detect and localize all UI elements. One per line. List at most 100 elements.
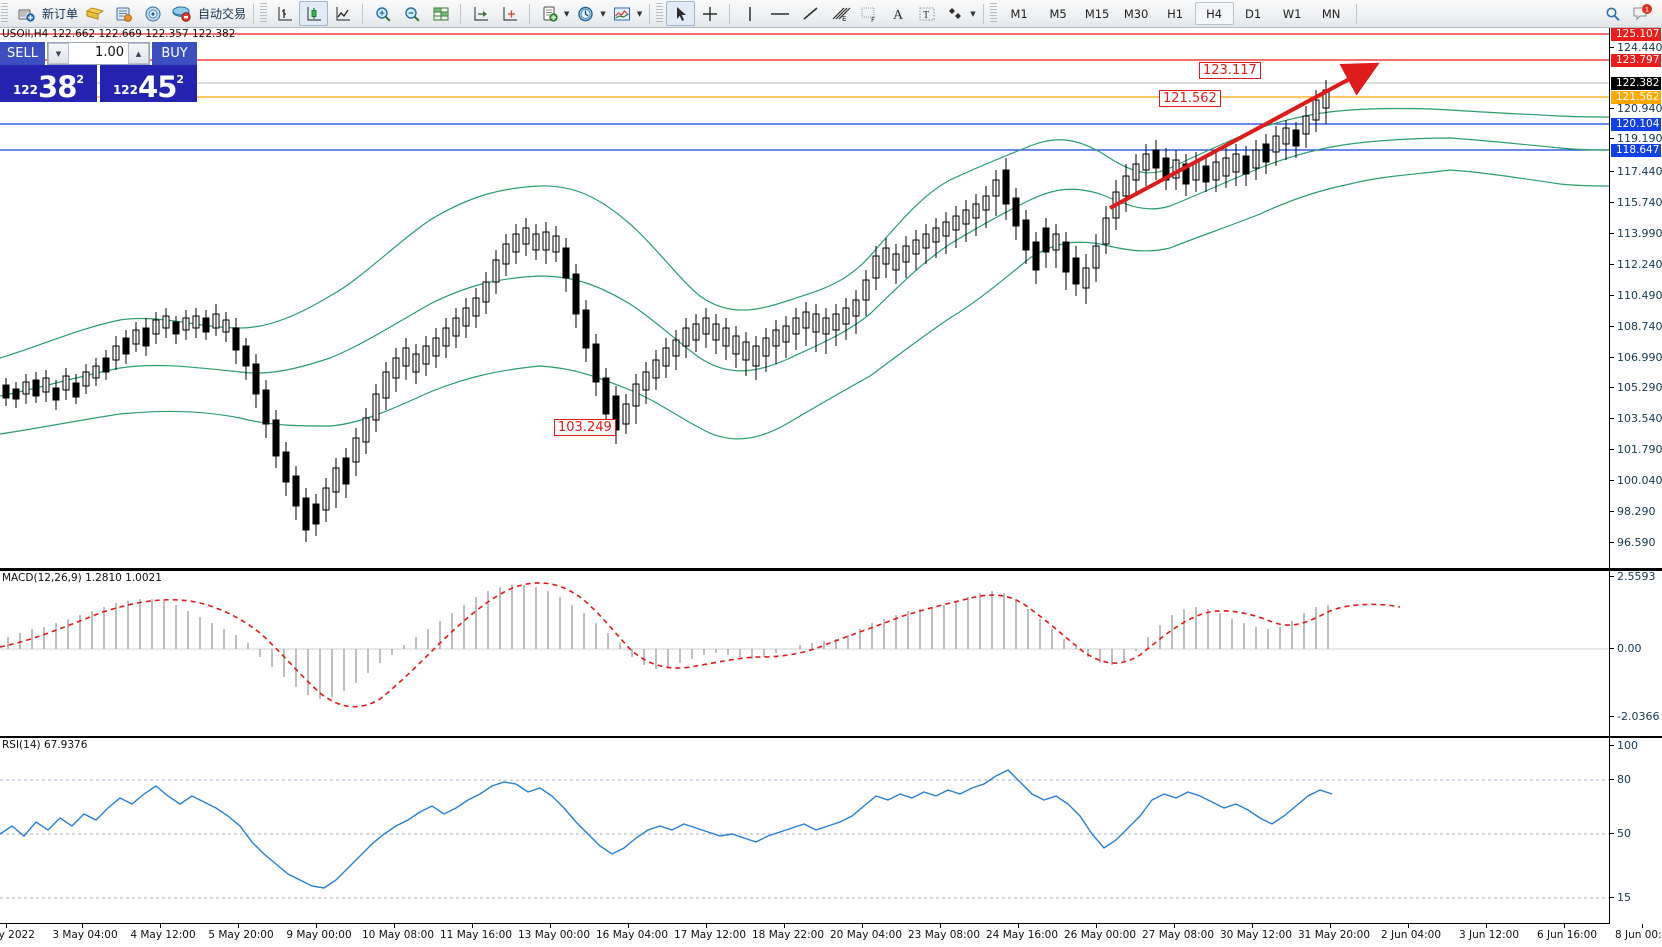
indicators-dropdown-icon[interactable]: ▼ (636, 9, 643, 18)
vertical-line-icon[interactable] (735, 1, 764, 26)
zoom-out-icon[interactable] (397, 1, 426, 26)
toolbar-grip-2[interactable] (260, 3, 268, 24)
time-axis-label: 16 May 04:00 (596, 929, 669, 941)
period-icon[interactable] (571, 1, 600, 26)
bollinger-middle-band (0, 137, 1610, 397)
data-window-icon[interactable] (109, 1, 138, 26)
rsi-tick: 50 (1610, 828, 1662, 840)
rsi-header: RSI(14) 67.9376 (2, 739, 88, 751)
rsi-tick: 15 (1610, 892, 1662, 904)
candlestick-icon[interactable] (299, 1, 329, 26)
bar-chart-icon[interactable] (270, 1, 299, 26)
toolbar-grip[interactable] (1, 3, 8, 24)
text-icon[interactable]: T (912, 1, 941, 26)
price-tick: 113.990 (1610, 228, 1662, 240)
time-axis-label: 31 May 20:00 (1298, 929, 1371, 941)
indicators-icon[interactable] (608, 1, 637, 26)
svg-text:T: T (923, 10, 929, 21)
alerts-badge-count: 1 (1644, 5, 1648, 14)
price-chart-pane[interactable]: USOil,H4 122.662 122.669 122.357 122.382 (0, 27, 1662, 570)
time-axis-tick (6, 924, 7, 928)
timeframe-h4[interactable]: H4 (1194, 2, 1234, 25)
rsi-scale[interactable]: 100 80 50 15 (1609, 738, 1662, 924)
annotation-label-123117[interactable]: 123.117 (1199, 62, 1261, 79)
timeframe-d1[interactable]: D1 (1245, 6, 1262, 21)
templates-icon[interactable] (535, 1, 564, 26)
shift-end-icon[interactable] (466, 1, 495, 26)
timeframe-w1[interactable]: W1 (1282, 6, 1302, 21)
new-order-icon[interactable] (11, 1, 40, 26)
macd-tick: 0.00 (1610, 643, 1662, 655)
new-order-label[interactable]: 新订单 (42, 7, 79, 21)
time-axis-label: 23 May 08:00 (908, 929, 981, 941)
buy-button[interactable]: BUY (152, 42, 197, 65)
buy-price-display[interactable]: 122 45 2 (100, 65, 197, 102)
equidistant-channel-icon[interactable]: F (854, 1, 883, 26)
profiles-icon[interactable] (80, 1, 109, 26)
timeframe-m30[interactable]: M30 (1123, 6, 1149, 21)
templates-dropdown-icon[interactable]: ▼ (564, 9, 570, 18)
timeframe-m15[interactable]: M15 (1084, 6, 1110, 21)
fibonacci-icon[interactable]: E (825, 1, 854, 26)
toolbar-grip-4[interactable] (989, 3, 997, 24)
bollinger-lower-band (0, 169, 1610, 440)
timeframe-m1[interactable]: M1 (1010, 6, 1028, 21)
rsi-pane[interactable]: RSI(14) 67.9376 100 80 50 15 (0, 737, 1662, 924)
time-axis-tick (1330, 924, 1331, 928)
sell-button[interactable]: SELL (0, 42, 45, 65)
search-icon[interactable] (1598, 1, 1627, 26)
toolbar-grip-3[interactable] (656, 3, 664, 24)
autoscroll-icon[interactable] (495, 1, 524, 26)
macd-tick: -2.0366 (1610, 711, 1662, 723)
macd-histogram (7, 585, 1329, 699)
time-axis-label: 17 May 12:00 (674, 929, 747, 941)
annotation-label-121562[interactable]: 121.562 (1159, 90, 1221, 107)
time-axis-tick (784, 924, 785, 928)
horizontal-line-icon[interactable] (764, 1, 796, 26)
zoom-in-icon[interactable] (368, 1, 397, 26)
timeframe-mn[interactable]: MN (1321, 6, 1341, 21)
price-tick: 117.440 (1610, 166, 1662, 178)
period-dropdown-icon[interactable]: ▼ (600, 9, 606, 18)
time-axis-tick (706, 924, 707, 928)
time-axis-tick (1018, 924, 1019, 928)
autotrade-label[interactable]: 自动交易 (198, 7, 247, 21)
annotation-label-103249[interactable]: 103.249 (554, 419, 616, 436)
sell-price-display[interactable]: 122 38 2 (0, 65, 97, 102)
sell-price-integer: 122 (12, 83, 39, 97)
price-tick: 100.040 (1610, 475, 1662, 487)
objects-icon[interactable] (941, 1, 970, 26)
sell-price-fraction: 2 (76, 73, 85, 86)
trendline-icon[interactable] (796, 1, 825, 26)
alerts-icon[interactable]: 1 (1627, 1, 1656, 26)
timeframe-m5[interactable]: M5 (1049, 6, 1067, 21)
macd-plot (0, 582, 1610, 708)
navigator-icon[interactable] (138, 1, 167, 26)
bollinger-upper-band (0, 107, 1610, 359)
volume-decrease-button[interactable]: ▼ (48, 43, 69, 64)
autotrade-icon[interactable] (167, 1, 196, 26)
timeframe-h1[interactable]: H1 (1167, 6, 1184, 21)
one-click-trading-panel[interactable]: SELL ▼ 1.00 ▲ BUY 122 38 2 122 45 2 (0, 42, 197, 102)
time-axis[interactable]: May 2022 3 May 04:00 4 May 12:00 5 May 20:0… (0, 923, 1662, 947)
price-tick: 105.290 (1610, 382, 1662, 394)
time-axis-tick (316, 924, 317, 928)
price-tick: 108.740 (1610, 321, 1662, 333)
volume-increase-button[interactable]: ▲ (128, 43, 149, 64)
price-tag-middle: 121.562 (1611, 90, 1661, 104)
time-axis-label: 13 May 00:00 (518, 929, 591, 941)
volume-input[interactable]: 1.00 (95, 45, 124, 60)
objects-dropdown-icon[interactable]: ▼ (970, 9, 976, 18)
macd-pane[interactable]: MACD(12,26,9) 1.2810 1.0021 (0, 570, 1662, 738)
price-tick: 98.290 (1610, 506, 1662, 518)
grid-icon[interactable] (426, 1, 455, 26)
volume-input-group[interactable]: ▼ 1.00 ▲ (47, 42, 150, 65)
cursor-icon[interactable] (666, 1, 696, 26)
macd-scale[interactable]: 2.5593 0.00 -2.0366 (1609, 571, 1662, 736)
price-tick: 110.490 (1610, 290, 1662, 302)
time-axis-label: 20 May 04:00 (830, 929, 903, 941)
crosshair-icon[interactable] (695, 1, 724, 26)
line-chart-icon[interactable] (328, 1, 357, 26)
text-label-icon[interactable]: A (883, 1, 912, 26)
price-scale[interactable]: 124.440 120.940 119.190 117.440 115.740 … (1609, 27, 1662, 568)
